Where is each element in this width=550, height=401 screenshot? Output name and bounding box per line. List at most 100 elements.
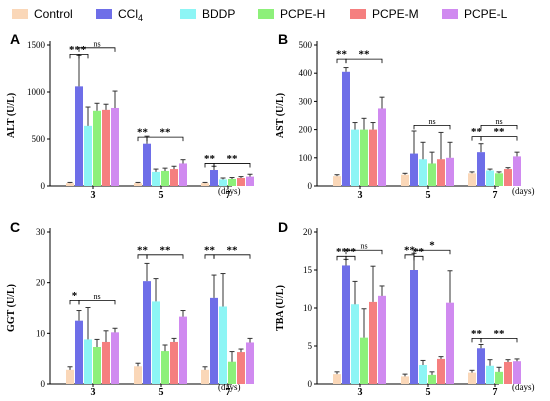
bar-control-day-3 [66, 183, 74, 186]
bar-pcpe-h-day-3 [93, 347, 101, 384]
x-axis-label: (days) [512, 382, 535, 392]
significance-label: * [429, 240, 435, 252]
legend-label: PCPE-L [464, 7, 508, 21]
bar-pcpe-h-day-3 [360, 337, 368, 384]
bar-pcpe-m-day-7 [237, 352, 245, 384]
significance-bracket [78, 47, 116, 52]
bar-pcpe-l-day-7 [246, 176, 254, 186]
bar-pcpe-m-day-3 [102, 109, 110, 186]
significance-label: ** [137, 127, 149, 139]
significance-label: ns [93, 39, 100, 48]
significance-bracket [413, 124, 451, 130]
legend-swatch [96, 9, 112, 19]
bar-bddp-day-5 [419, 159, 427, 186]
significance-label: ** [69, 44, 81, 56]
y-axis-label: GGT (U/L) [6, 284, 17, 332]
bar-ccl4-day-3 [75, 320, 83, 384]
x-tick-label: 7 [226, 387, 231, 398]
significance-label: ** [404, 244, 416, 256]
significance-label: ** [204, 153, 216, 165]
legend-item-pcpe-l: PCPE-L [442, 7, 508, 21]
bar-ccl4-day-5 [143, 143, 151, 186]
significance-label: * [72, 290, 78, 302]
bar-pcpe-l-day-7 [246, 342, 254, 384]
significance-bracket [78, 54, 89, 59]
significance-label: ns [93, 292, 100, 301]
bar-bddp-day-3 [351, 129, 359, 186]
legend-label: BDDP [202, 7, 235, 21]
bar-bddp-day-5 [419, 365, 427, 384]
bar-pcpe-h-day-3 [360, 129, 368, 186]
significance-bracket [480, 338, 518, 343]
y-axis-label: TBA (U/L) [275, 285, 286, 331]
y-tick-label: 100 [299, 153, 313, 163]
significance-bracket [345, 255, 356, 261]
y-tick-label: 1500 [27, 40, 46, 50]
legend-item-bddp: BDDP [180, 7, 235, 21]
bar-control-day-3 [66, 369, 74, 384]
significance-label: ** [471, 126, 483, 138]
bar-pcpe-l-day-3 [378, 108, 386, 186]
bar-ccl4-day-3 [342, 71, 350, 186]
significance-label: ns [428, 117, 435, 126]
bar-bddp-day-7 [486, 365, 494, 384]
bar-control-day-7 [468, 372, 476, 384]
significance-label: ** [471, 328, 483, 340]
bar-bddp-day-7 [219, 179, 227, 186]
x-tick-label: 7 [226, 190, 231, 201]
x-axis-label: (days) [218, 186, 241, 196]
legend-label: Control [34, 7, 73, 21]
legend-label: PCPE-M [372, 7, 419, 21]
significance-label: * [81, 44, 87, 56]
significance-label: ** [345, 246, 357, 258]
bar-pcpe-l-day-3 [111, 332, 119, 384]
bar-pcpe-l-day-3 [111, 107, 119, 186]
y-tick-label: 10 [36, 328, 46, 338]
bar-pcpe-l-day-5 [446, 302, 454, 384]
bar-pcpe-m-day-3 [102, 341, 110, 384]
bar-pcpe-h-day-7 [495, 371, 503, 384]
bar-pcpe-l-day-7 [513, 156, 521, 186]
x-tick-label: 3 [358, 190, 363, 201]
bar-pcpe-h-day-7 [495, 173, 503, 186]
significance-label: ns [360, 242, 367, 251]
x-tick-label: 7 [493, 387, 498, 398]
bar-control-day-3 [333, 374, 341, 384]
panel-letter: C [10, 219, 20, 235]
bar-ccl4-day-7 [210, 170, 218, 186]
panel-letter: B [278, 31, 288, 47]
bar-control-day-5 [134, 366, 142, 384]
legend-item-pcpe-h: PCPE-H [258, 7, 325, 21]
bar-pcpe-m-day-3 [369, 301, 377, 384]
bar-control-day-3 [333, 176, 341, 186]
bar-ccl4-day-7 [477, 348, 485, 384]
bar-pcpe-m-day-7 [237, 178, 245, 186]
x-tick-label: 3 [358, 387, 363, 398]
significance-label: ** [204, 244, 216, 256]
legend: Control CCl4 BDDP PCPE-H PCPE-M PCPE-L [12, 7, 508, 23]
significance-label: ** [359, 49, 371, 61]
bar-pcpe-h-day-5 [161, 170, 169, 186]
legend-label-subscript: 4 [138, 13, 143, 23]
bar-control-day-7 [468, 173, 476, 186]
bar-bddp-day-3 [351, 304, 359, 384]
bar-control-day-7 [201, 183, 209, 186]
legend-swatch [350, 9, 366, 19]
significance-label: ** [227, 244, 239, 256]
bar-pcpe-m-day-5 [437, 159, 445, 186]
significance-label: ** [227, 153, 239, 165]
bar-pcpe-l-day-5 [179, 316, 187, 384]
significance-label: ** [413, 246, 425, 258]
bar-ccl4-day-5 [410, 270, 418, 384]
legend-item-pcpe-m: PCPE-M [350, 7, 419, 21]
bar-pcpe-l-day-7 [513, 361, 521, 384]
y-tick-label: 0 [308, 379, 313, 389]
y-tick-label: 20 [36, 278, 46, 288]
legend-swatch [12, 9, 28, 19]
y-tick-label: 5 [308, 341, 313, 351]
significance-label: ** [160, 244, 172, 256]
significance-label: ** [137, 244, 149, 256]
